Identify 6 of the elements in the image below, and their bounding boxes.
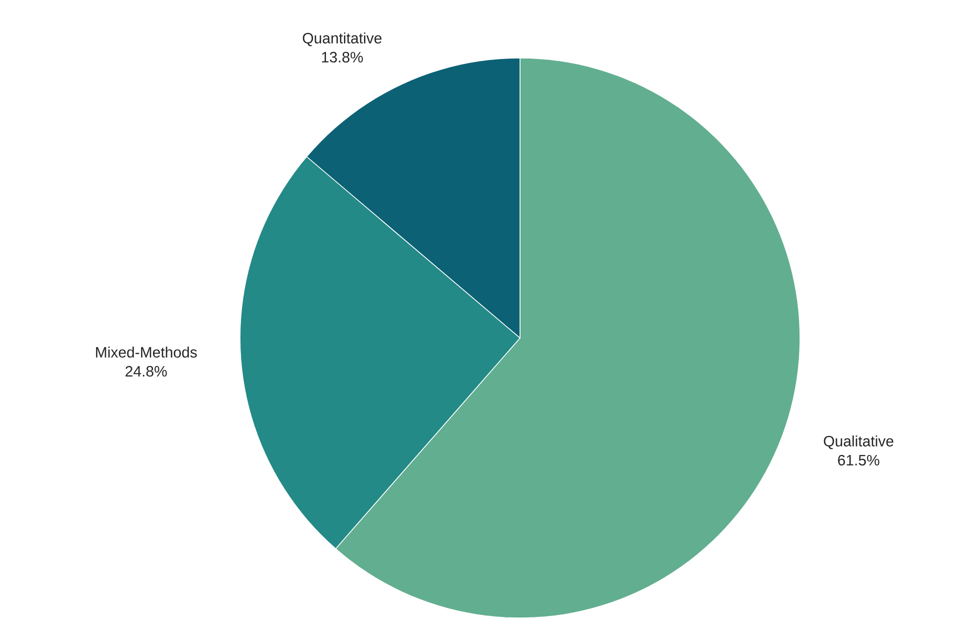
data-label: 13.8% — [322, 52, 363, 62]
slice-label: Quantitative — [302, 32, 382, 46]
data-label: 61.5% — [838, 454, 880, 466]
data-label: 24.8% — [126, 366, 167, 377]
slice-label: Mixed-Methods — [96, 346, 197, 358]
slice-label: Qualitative — [824, 435, 894, 450]
